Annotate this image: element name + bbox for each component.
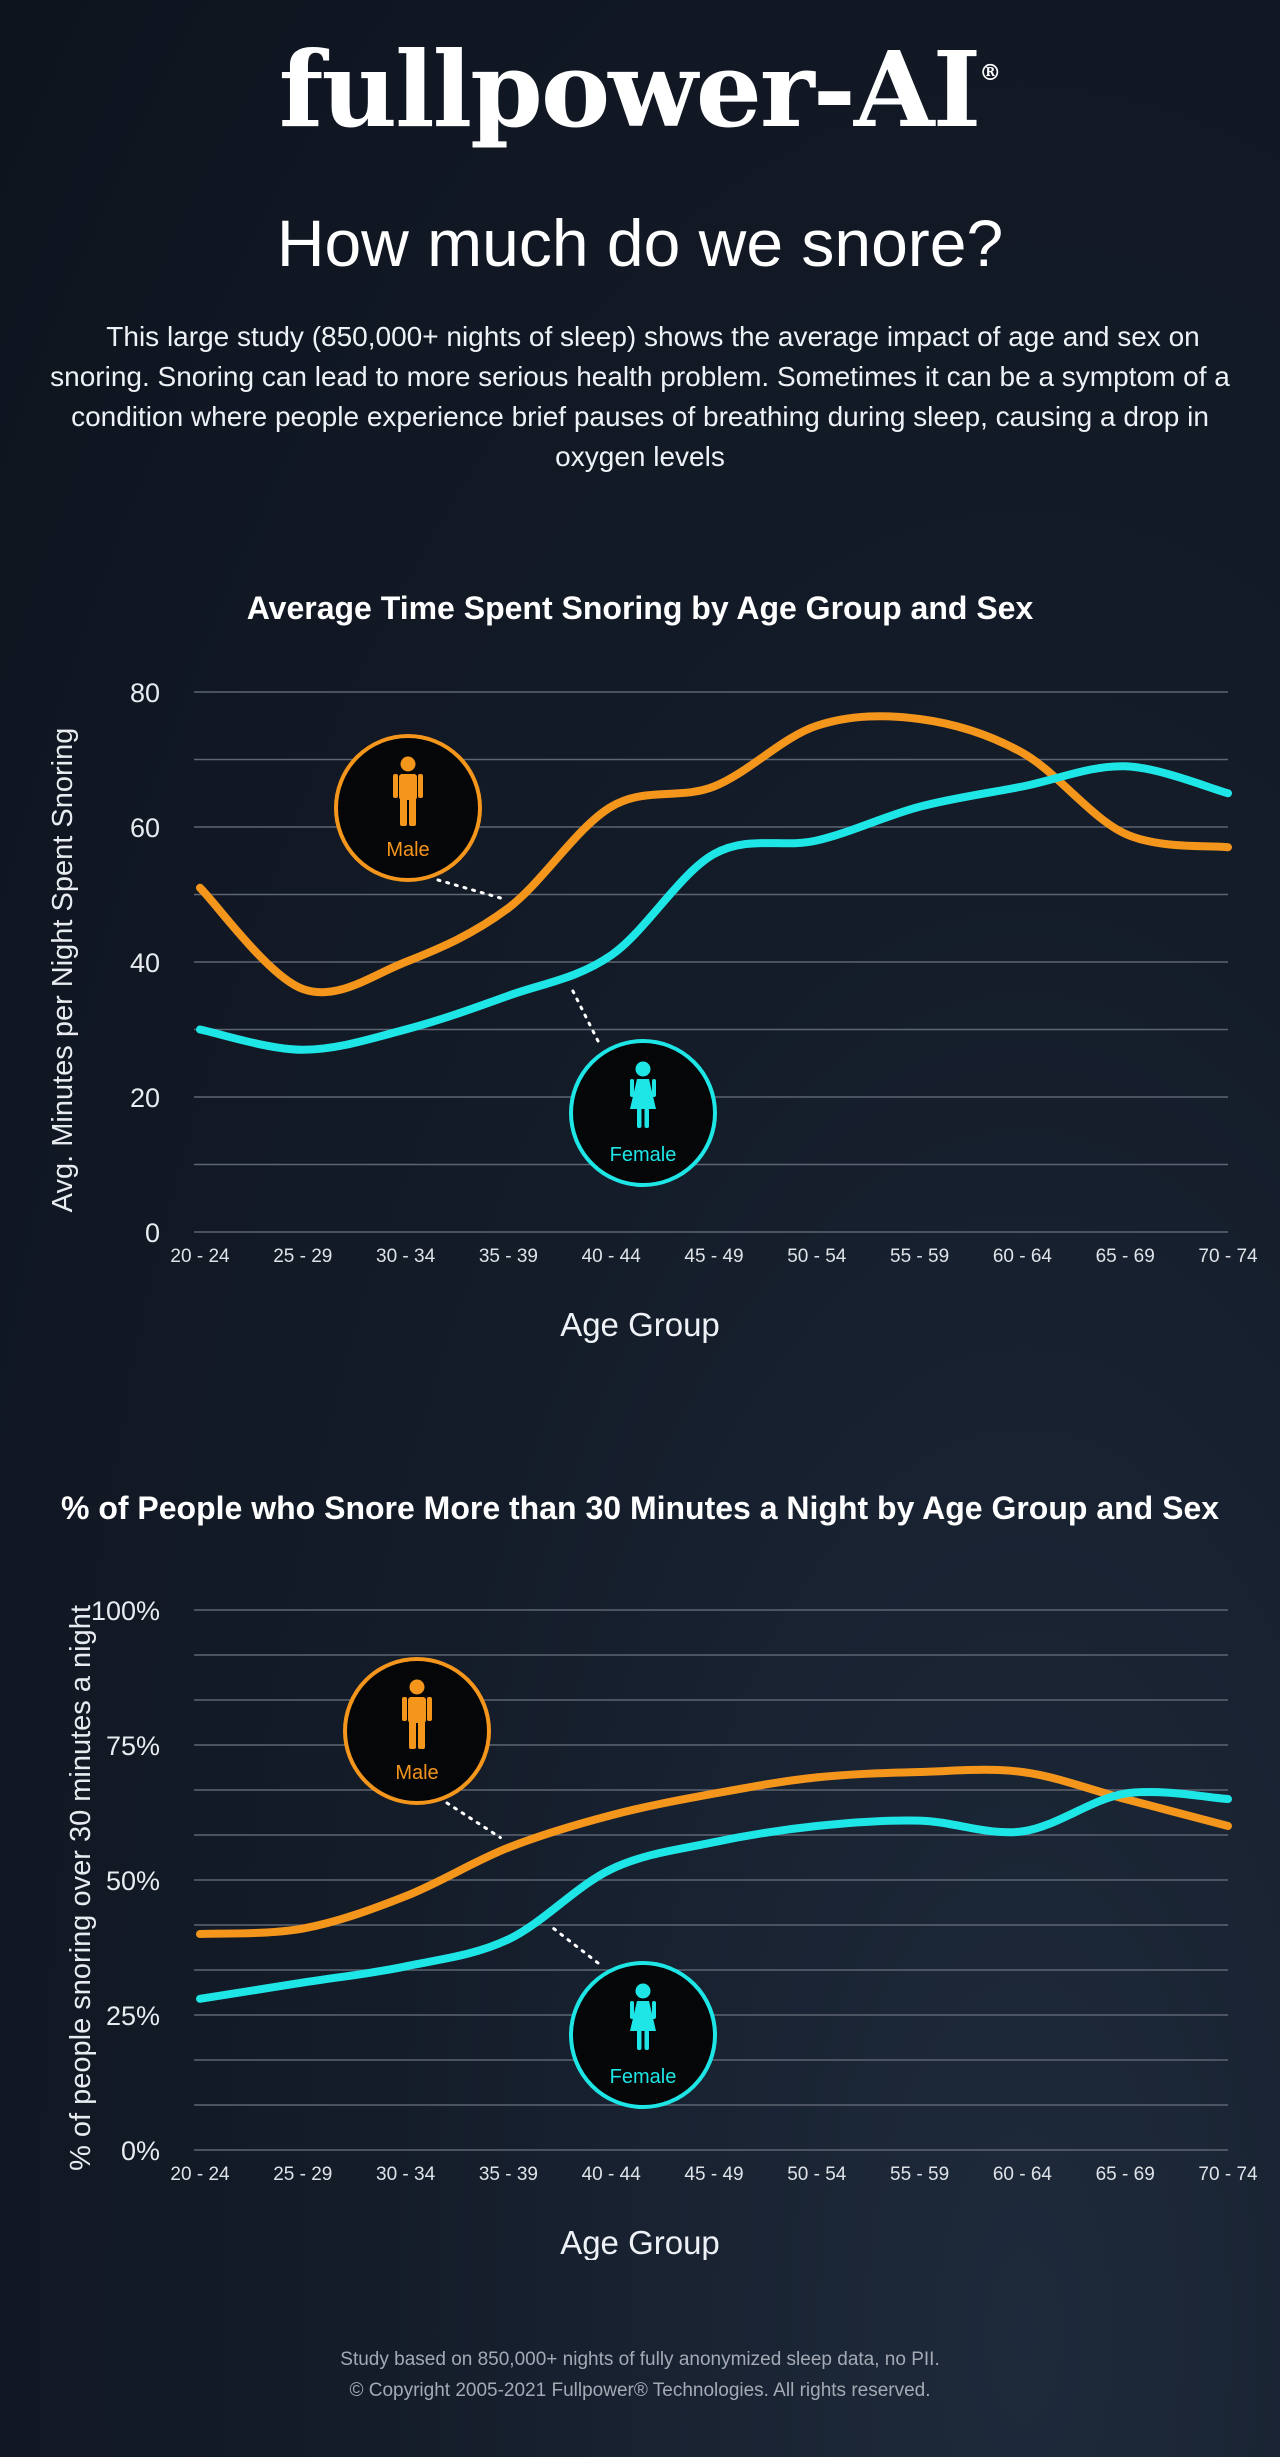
torso [399,774,417,800]
x-tick-label: 65 - 69 [1096,1246,1155,1267]
female-person-icon [630,1983,656,2050]
x-tick-label: 25 - 29 [273,2164,332,2185]
arm [393,774,398,798]
y-tick-label: 60 [130,813,160,843]
x-tick-label: 55 - 59 [890,2164,949,2185]
arm [630,1079,634,1097]
x-tick-label: 35 - 39 [479,1246,538,1267]
legend-connector [436,878,502,900]
legend-male: Male [343,1657,491,1805]
leg [418,1721,425,1749]
chart1-title: Average Time Spent Snoring by Age Group … [246,590,1034,626]
leg [409,1721,416,1749]
y-tick-label: 40 [130,948,160,978]
x-tick-label: 20 - 24 [170,2164,230,2185]
legend-male: Male [334,734,482,882]
dress [630,1079,656,1109]
y-tick-label: 25% [106,2001,160,2031]
x-tick-label: 60 - 64 [993,1246,1053,1267]
intro-text: This large study (850,000+ nights of sle… [50,321,1230,472]
y-tick-label: 75% [106,1731,160,1761]
page-title: How much do we snore? [276,206,1004,280]
y-tick-label: 0% [121,2136,160,2166]
registered-mark: ® [979,60,1002,86]
legend-badge [569,1039,717,1187]
legend-connector [445,1801,502,1840]
female-person-icon [630,1061,656,1128]
x-tick-label: 50 - 54 [787,1246,847,1267]
legend-female: Female [569,1039,717,1187]
leg [637,2030,642,2050]
arm [630,2001,634,2019]
chart2-title: % of People who Snore More than 30 Minut… [60,1490,1220,1526]
brand-logo: fullpower-AI® [0,38,1280,142]
x-tick-label: 60 - 64 [993,2164,1053,2185]
dress [630,2001,656,2031]
x-tick-label: 40 - 44 [582,1246,642,1267]
leg [409,798,416,826]
legend-female: Female [569,1961,717,2109]
y-axis-label: % of people snoring over 30 minutes a ni… [65,1605,97,2171]
arm [402,1697,407,1721]
head [409,1679,425,1695]
legend-label: Female [610,2066,677,2088]
series-line-female [196,762,1232,1054]
x-axis-label: Age Group [560,2224,720,2260]
x-tick-label: 50 - 54 [787,2164,847,2185]
male-person-icon [393,756,423,826]
footer-study-note: Study based on 850,000+ nights of fully … [340,2349,940,2370]
legend-badge [343,1657,491,1805]
x-tick-label: 70 - 74 [1198,2164,1258,2185]
x-axis-label: Age Group [560,1306,720,1343]
x-tick-label: 20 - 24 [170,1246,230,1267]
y-tick-label: 80 [130,678,160,708]
y-tick-label: 20 [130,1083,160,1113]
x-tick-label: 45 - 49 [684,2164,743,2185]
x-tick-label: 30 - 34 [376,1246,436,1267]
y-tick-label: 100% [91,1596,160,1626]
legend-connector [568,983,600,1043]
logo-text: fullpower-AI [278,28,981,151]
chart1-avg-minutes: 0 20 40 60 80 20 - 24 25 - 29 30 - 34 35 - 39 40 … [47,678,1258,1343]
arm [652,2001,656,2019]
x-tick-label: 35 - 39 [479,2164,538,2185]
series-line-female [196,1788,1232,2003]
leg [400,798,407,826]
x-tick-label: 65 - 69 [1096,2164,1155,2185]
leg [644,1108,649,1128]
torso [408,1697,426,1723]
footer: Study based on 850,000+ nights of fully … [0,2344,1280,2406]
y-axis-label: Avg. Minutes per Night Spent Snoring [47,728,79,1213]
legend-badge [334,734,482,882]
series-line-male [196,1765,1232,1938]
head [400,756,416,772]
arm [427,1697,432,1721]
arm [418,774,423,798]
y-tick-label: 0 [145,1218,160,1248]
legend-connector [548,1923,600,1965]
legend-badge [569,1961,717,2109]
arm [652,1079,656,1097]
x-tick-label: 55 - 59 [890,1246,949,1267]
x-tick-label: 30 - 34 [376,2164,436,2185]
series-line-male [196,712,1232,997]
head [635,1061,651,1077]
leg [637,1108,642,1128]
leg [644,2030,649,2050]
footer-copyright: © Copyright 2005-2021 Fullpower® Technol… [349,2380,931,2401]
x-tick-label: 40 - 44 [582,2164,642,2185]
legend-label: Male [395,1762,438,1784]
legend-label: Female [610,1144,677,1166]
y-tick-label: 50% [106,1866,160,1896]
x-tick-label: 70 - 74 [1198,1246,1258,1267]
male-person-icon [402,1679,432,1749]
legend-label: Male [386,839,429,861]
x-tick-label: 45 - 49 [684,1246,743,1267]
chart2-percent-snoring: 0% 25% 50% 75% 100% 20 - 24 25 - 29 30 - 34 35 -… [65,1596,1258,2260]
x-tick-label: 25 - 29 [273,1246,332,1267]
head [635,1983,651,1999]
